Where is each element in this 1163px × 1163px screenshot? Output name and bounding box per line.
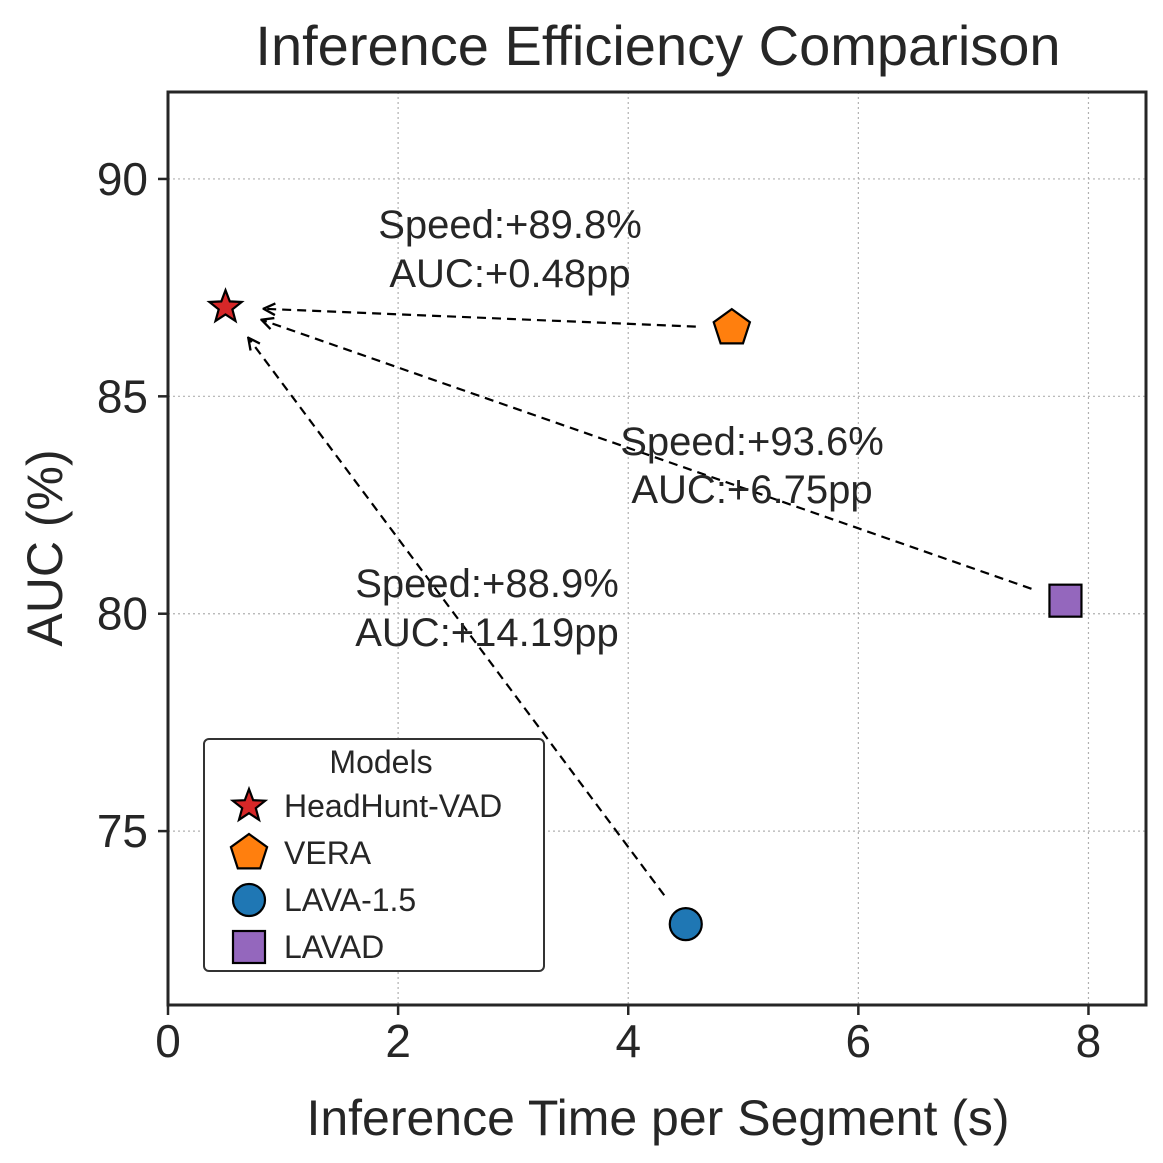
y-axis-label: AUC (%) bbox=[17, 449, 73, 646]
data-point-headhunt-vad bbox=[206, 287, 245, 324]
legend-marker-lavad bbox=[231, 929, 267, 965]
legend-label: VERA bbox=[284, 835, 372, 871]
chart-title: Inference Efficiency Comparison bbox=[255, 14, 1060, 77]
legend-marker-lava-1-5 bbox=[231, 882, 267, 918]
x-tick-label: 0 bbox=[155, 1015, 181, 1067]
x-tick-label: 6 bbox=[846, 1015, 872, 1067]
annotation-speed: Speed:+89.8% bbox=[378, 203, 642, 247]
legend-label: LAVA-1.5 bbox=[284, 882, 416, 918]
data-point-vera bbox=[712, 307, 752, 345]
legend-label: HeadHunt-VAD bbox=[284, 788, 502, 824]
legend-marker-vera bbox=[229, 832, 269, 870]
improvement-arrow bbox=[263, 309, 696, 328]
x-tick-label: 8 bbox=[1076, 1015, 1102, 1067]
improvement-arrow bbox=[261, 320, 1032, 590]
x-tick-label: 4 bbox=[615, 1015, 641, 1067]
data-point-lava-1-5 bbox=[668, 907, 703, 942]
improvement-arrow bbox=[248, 338, 666, 896]
x-axis-label: Inference Time per Segment (s) bbox=[306, 1090, 1009, 1146]
annotation-auc: AUC:+14.19pp bbox=[355, 611, 619, 655]
y-tick-label: 85 bbox=[97, 370, 148, 422]
legend-marker-headhunt-vad bbox=[229, 785, 269, 823]
legend-title: Models bbox=[329, 744, 432, 780]
legend-box bbox=[203, 738, 545, 972]
y-tick-label: 90 bbox=[97, 153, 148, 205]
annotation-speed: Speed:+93.6% bbox=[620, 420, 884, 464]
legend-label: LAVAD bbox=[284, 929, 384, 965]
annotation-auc: AUC:+0.48pp bbox=[389, 252, 630, 296]
data-point-lavad bbox=[1048, 583, 1083, 618]
legend: Models HeadHunt-VAD VERA LAVA-1.5 LAVAD bbox=[203, 738, 545, 972]
y-tick-label: 80 bbox=[97, 588, 148, 640]
x-tick-label: 2 bbox=[385, 1015, 411, 1067]
plot-frame bbox=[166, 90, 1148, 1007]
annotation-speed: Speed:+88.9% bbox=[355, 562, 619, 606]
y-tick-label: 75 bbox=[97, 805, 148, 857]
annotation-auc: AUC:+6.75pp bbox=[631, 468, 872, 512]
